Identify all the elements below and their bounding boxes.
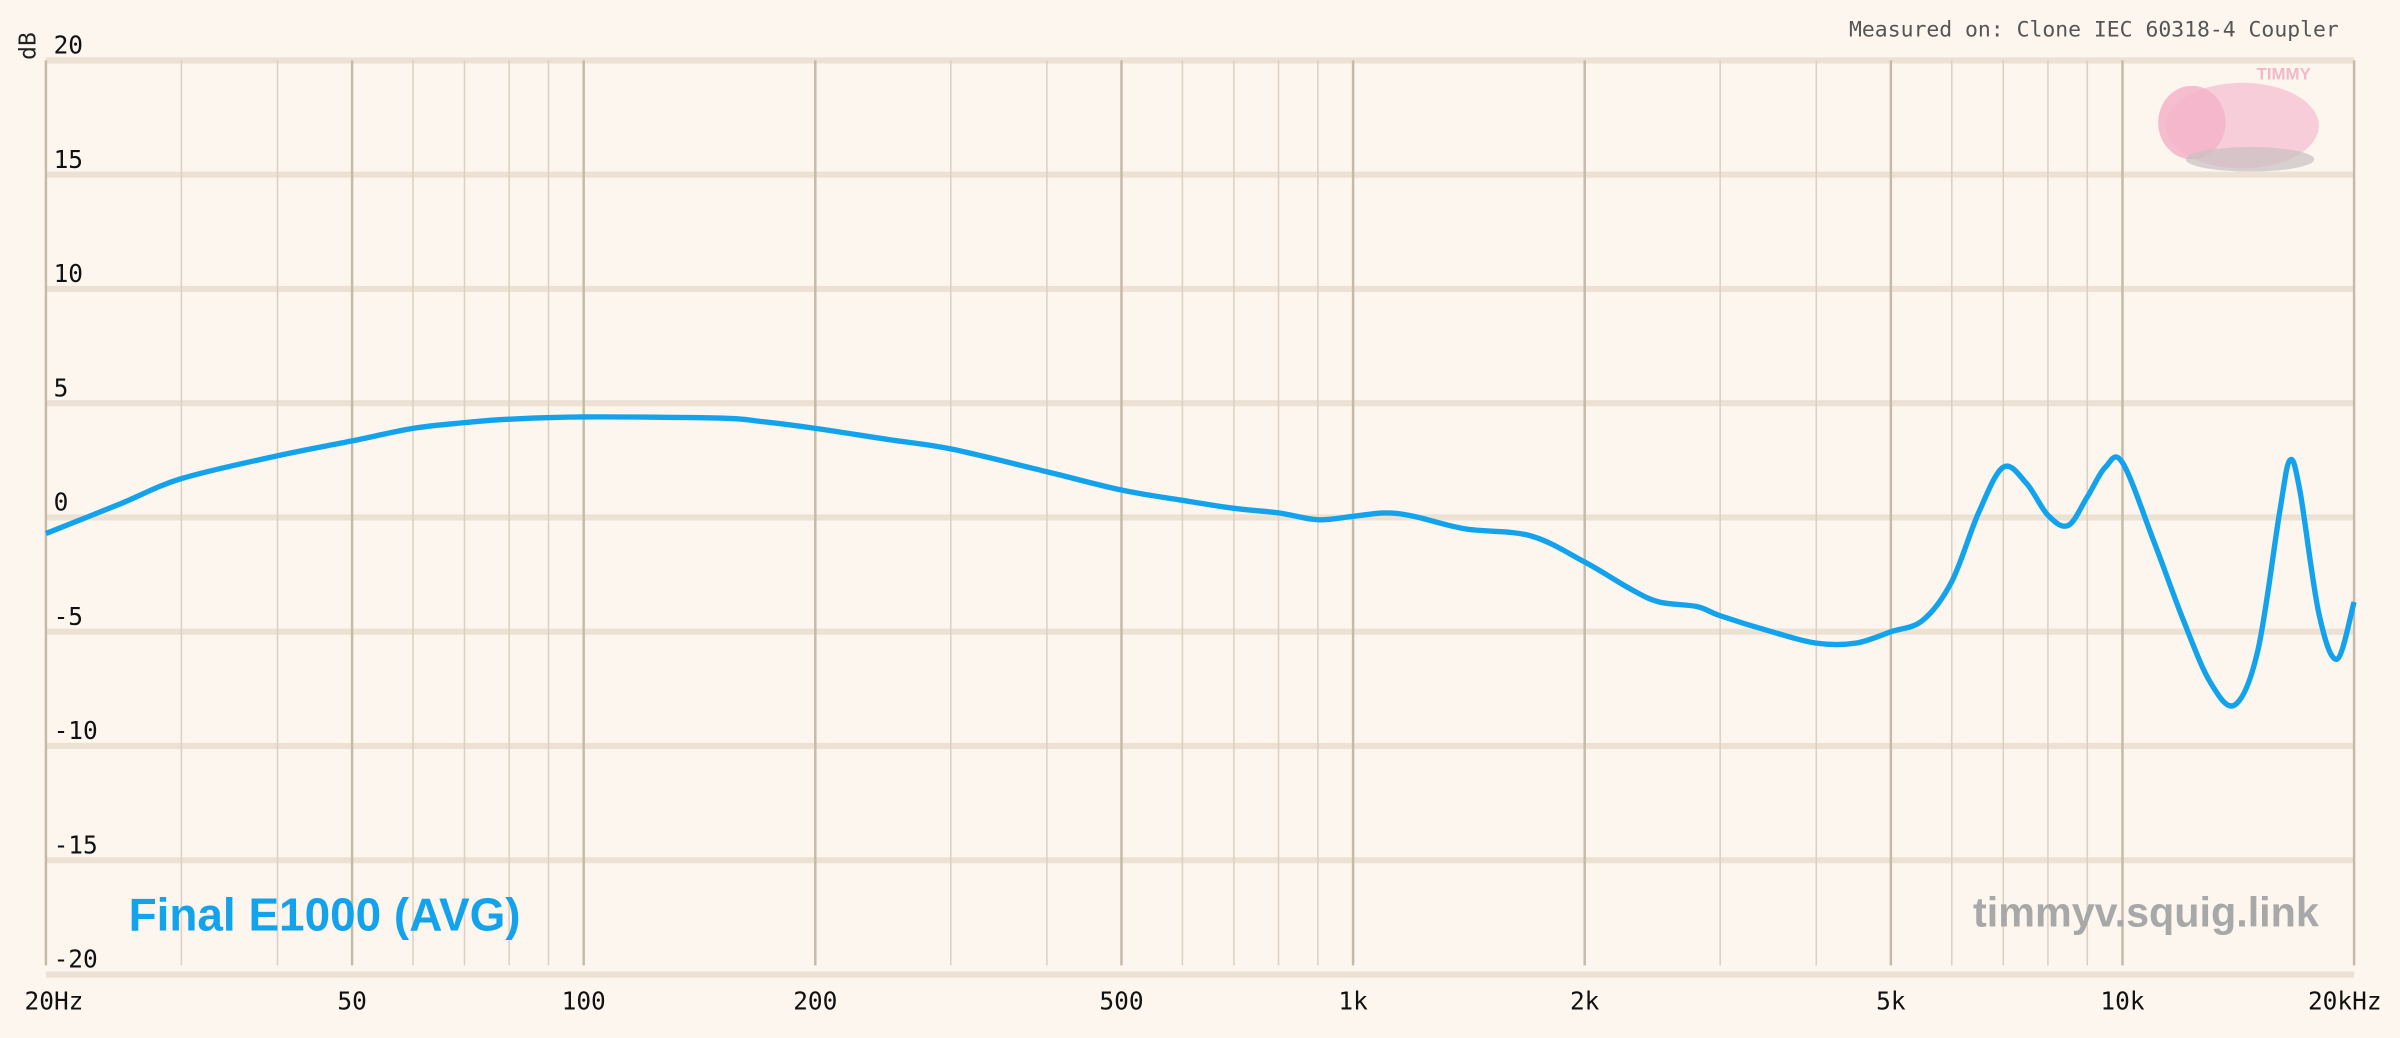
y-tick-label: 20 (54, 31, 83, 60)
x-tick-label: 5k (1876, 987, 1906, 1016)
y-tick-label: 10 (54, 259, 83, 288)
measured-on: Measured on: Clone IEC 60318-4 Coupler (1849, 18, 2339, 43)
logo: TIMMY (2158, 65, 2319, 172)
series-label: Final E1000 (AVG) (129, 889, 521, 941)
series-line (44, 414, 2357, 709)
y-tick-label: -15 (54, 830, 98, 859)
x-tick-label: 500 (1099, 987, 1143, 1016)
x-tick-label: 1k (1338, 987, 1368, 1016)
y-tick-label: 15 (54, 145, 83, 174)
grid (44, 57, 2356, 978)
logo-shape (2185, 147, 2315, 172)
x-tick-label: 50 (337, 987, 366, 1016)
y-tick-label: -5 (54, 602, 83, 631)
watermark: timmyv.squig.link (1973, 889, 2320, 935)
x-tick-label: 20kHz (2308, 987, 2382, 1016)
logo-text: TIMMY (2257, 65, 2311, 84)
x-tick-label: 10k (2100, 987, 2144, 1016)
x-tick-label: 20Hz (24, 987, 83, 1016)
x-tick-label: 2k (1570, 987, 1600, 1016)
logo-shape (2158, 85, 2226, 160)
x-tick-label: 100 (562, 987, 606, 1016)
y-tick-label: 0 (54, 488, 69, 517)
y-axis-label: dB (16, 32, 42, 60)
x-tick-label: 200 (793, 987, 837, 1016)
y-tick-label: -10 (54, 716, 98, 745)
y-tick-label: 5 (54, 373, 69, 402)
y-tick-label: -20 (54, 945, 98, 974)
